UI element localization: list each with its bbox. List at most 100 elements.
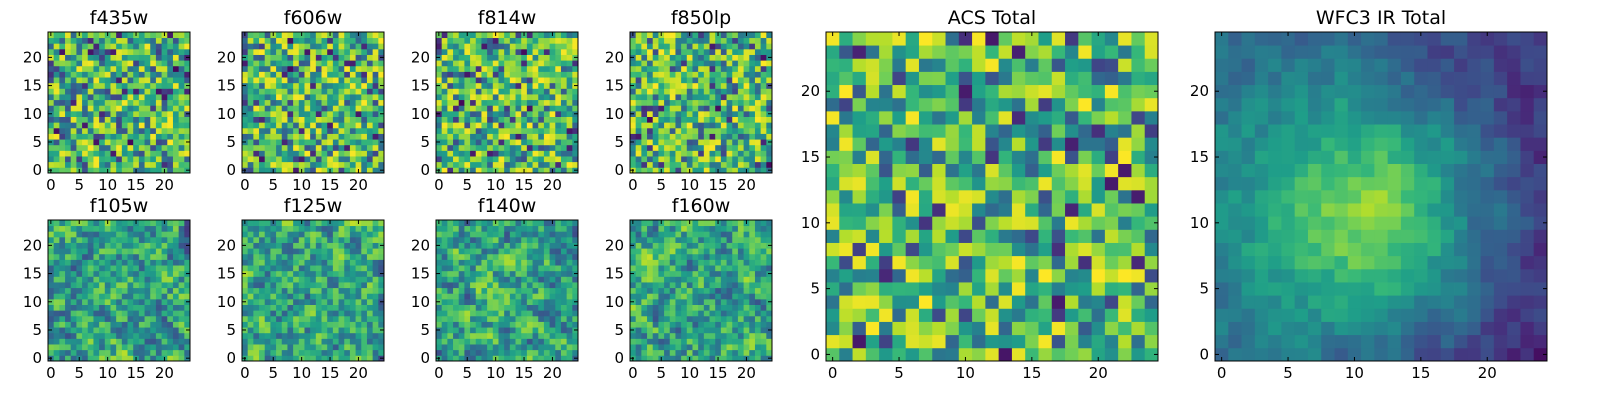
heatmap-cell: [133, 88, 140, 95]
heatmap-cell: [332, 321, 339, 328]
heatmap-cell: [760, 161, 767, 168]
heatmap-cell: [253, 48, 260, 55]
heatmap-cell: [487, 37, 494, 44]
heatmap-cell: [344, 144, 351, 151]
heatmap-cell: [304, 65, 311, 72]
heatmap-cell: [378, 282, 385, 289]
heatmap-cell: [48, 43, 55, 50]
heatmap-cell: [127, 349, 134, 356]
heatmap-cell: [669, 60, 676, 67]
heatmap-cell: [766, 315, 773, 322]
heatmap-cell: [481, 133, 488, 140]
heatmap-cell: [116, 127, 123, 134]
heatmap-cell: [172, 282, 180, 289]
heatmap-cell: [116, 344, 123, 351]
heatmap-cell: [470, 88, 477, 95]
heatmap-cell: [630, 43, 637, 50]
heatmap-cell: [247, 139, 254, 146]
heatmap-cell: [698, 282, 705, 289]
heatmap-cell: [447, 127, 454, 134]
heatmap-cell: [247, 43, 254, 50]
heatmap-cell: [293, 265, 300, 272]
heatmap-cell: [555, 133, 562, 140]
heatmap-cell: [161, 156, 168, 163]
heatmap-cell: [681, 167, 688, 174]
heatmap-cell: [372, 315, 379, 322]
heatmap-cell: [48, 287, 55, 294]
heatmap-cell: [669, 116, 676, 123]
heatmap-cell: [709, 344, 716, 351]
heatmap-cell: [743, 48, 750, 55]
heatmap-cell: [664, 315, 671, 322]
heatmap-cell: [121, 32, 128, 39]
heatmap-cell: [178, 71, 185, 78]
heatmap-cell: [76, 99, 83, 106]
heatmap-cell: [658, 116, 665, 123]
heatmap-cell: [121, 304, 128, 311]
heatmap-cell: [498, 253, 505, 260]
heatmap-cell: [104, 77, 111, 84]
heatmap-cell: [720, 270, 727, 277]
heatmap-cell: [509, 304, 516, 311]
heatmap-cell: [247, 327, 254, 334]
heatmap-cell: [555, 139, 562, 146]
heatmap-cell: [526, 48, 533, 55]
heatmap-cell: [53, 293, 60, 300]
heatmap-cell: [247, 287, 254, 294]
heatmap-cell: [82, 298, 89, 305]
heatmap-cell: [172, 94, 180, 101]
heatmap-cell: [99, 310, 106, 317]
heatmap-cell: [304, 105, 311, 112]
heatmap-cell: [492, 116, 499, 123]
heatmap-cell: [498, 225, 505, 232]
heatmap-cell: [498, 71, 505, 78]
heatmap-cell: [692, 37, 699, 44]
heatmap-cell: [259, 99, 266, 106]
heatmap-cell: [178, 156, 185, 163]
heatmap-cell: [104, 332, 111, 339]
heatmap-cell: [65, 225, 72, 232]
heatmap-cell: [338, 94, 345, 101]
heatmap-cell: [310, 321, 317, 328]
heatmap-cell: [293, 287, 300, 294]
heatmap-cell: [127, 298, 134, 305]
heatmap-cell: [492, 282, 499, 289]
heatmap-cell: [167, 88, 174, 95]
heatmap-cell: [253, 99, 260, 106]
heatmap-cell: [555, 310, 562, 317]
heatmap-cell: [498, 310, 505, 317]
heatmap-cell: [543, 60, 550, 67]
heatmap-cell: [732, 110, 739, 117]
heatmap-cell: [492, 298, 499, 305]
heatmap-cell: [116, 65, 123, 72]
heatmap-cell: [93, 161, 100, 168]
heatmap-cell: [498, 82, 505, 89]
heatmap-cell: [167, 65, 174, 72]
heatmap-cell: [669, 332, 676, 339]
heatmap-cell: [315, 133, 322, 140]
heatmap-cell: [487, 355, 494, 362]
heatmap-cell: [709, 150, 716, 157]
heatmap-cell: [715, 122, 722, 129]
heatmap-cell: [53, 338, 60, 345]
heatmap-cell: [310, 82, 317, 89]
heatmap-cell: [703, 54, 710, 61]
heatmap-cell: [737, 43, 744, 50]
heatmap-cell: [555, 99, 562, 106]
heatmap-cell: [703, 133, 710, 140]
heatmap-cell: [93, 242, 100, 249]
heatmap-cell: [53, 32, 60, 39]
heatmap-cell: [475, 253, 482, 260]
heatmap-cell: [82, 355, 89, 362]
heatmap-cell: [104, 82, 111, 89]
heatmap-cell: [304, 71, 311, 78]
heatmap-cell: [184, 310, 191, 317]
heatmap-cell: [732, 94, 739, 101]
heatmap-cell: [155, 220, 162, 227]
heatmap-cell: [184, 99, 191, 106]
heatmap-cell: [703, 156, 710, 163]
heatmap-cell: [749, 133, 756, 140]
heatmap-cell: [53, 110, 60, 117]
heatmap-cell: [475, 304, 482, 311]
heatmap-cell: [481, 282, 488, 289]
